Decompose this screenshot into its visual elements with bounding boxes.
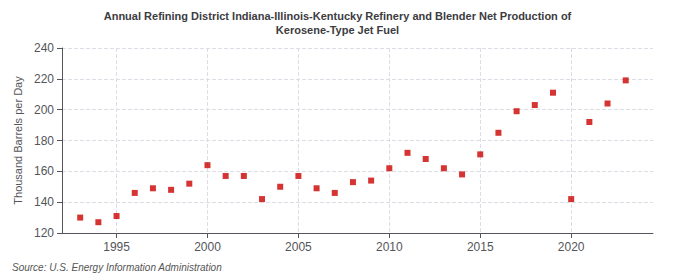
svg-text:2005: 2005 [285, 240, 312, 254]
svg-text:200: 200 [34, 103, 54, 117]
svg-text:2000: 2000 [194, 240, 221, 254]
svg-text:Source: U.S. Energy Informatio: Source: U.S. Energy Information Administ… [12, 262, 222, 273]
svg-text:160: 160 [34, 164, 54, 178]
svg-text:180: 180 [34, 134, 54, 148]
svg-text:2020: 2020 [558, 240, 585, 254]
svg-text:2015: 2015 [467, 240, 494, 254]
svg-text:140: 140 [34, 195, 54, 209]
svg-text:120: 120 [34, 226, 54, 240]
svg-text:240: 240 [34, 41, 54, 55]
svg-text:220: 220 [34, 72, 54, 86]
svg-text:2010: 2010 [376, 240, 403, 254]
svg-text:1995: 1995 [103, 240, 130, 254]
svg-text:Annual Refining District India: Annual Refining District Indiana-Illinoi… [104, 10, 572, 22]
svg-text:Thousand Barrels per Day: Thousand Barrels per Day [12, 76, 24, 205]
svg-text:Kerosene-Type Jet Fuel: Kerosene-Type Jet Fuel [276, 24, 399, 36]
